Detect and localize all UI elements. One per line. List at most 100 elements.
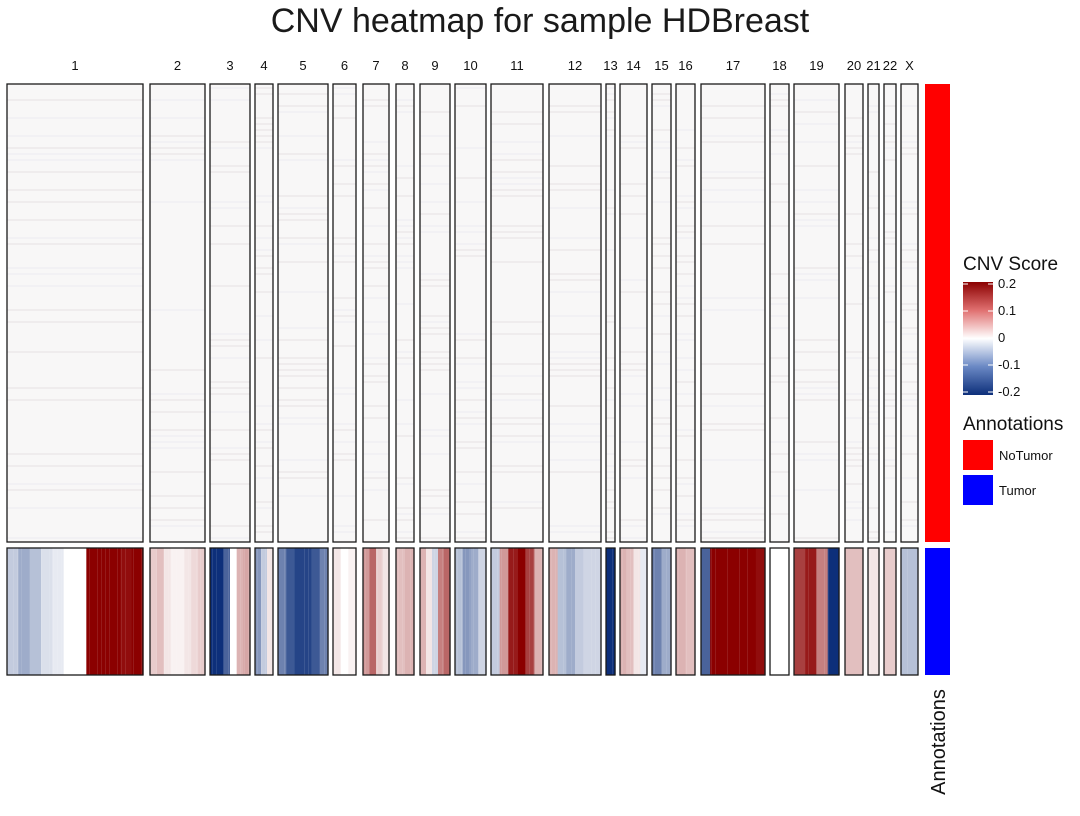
notumor-row-streak: [396, 303, 414, 305]
tumor-texture-line: [164, 548, 165, 675]
tumor-texture-line: [85, 548, 86, 675]
notumor-row-streak: [606, 531, 615, 533]
notumor-row-streak: [676, 477, 695, 479]
notumor-row-streak: [333, 105, 356, 107]
notumor-row-streak: [420, 111, 450, 113]
notumor-row-streak: [606, 315, 615, 317]
notumor-row-streak: [420, 351, 450, 353]
notumor-row-streak: [491, 471, 543, 473]
notumor-row-streak: [491, 123, 543, 125]
chromosome-label-12: 12: [568, 58, 582, 73]
notumor-row-streak: [868, 261, 879, 263]
notumor-row-streak: [676, 393, 695, 395]
notumor-row-streak: [420, 369, 450, 371]
legend-tick-label: 0.2: [998, 276, 1016, 291]
notumor-row-streak: [676, 147, 695, 149]
tumor-panel-chr7: [362, 547, 390, 676]
notumor-row-streak: [901, 453, 918, 455]
notumor-row-streak: [884, 213, 896, 215]
notumor-row-streak: [363, 207, 389, 209]
chromosome-label-21: 21: [866, 58, 880, 73]
notumor-row-streak: [363, 363, 389, 365]
notumor-row-streak: [491, 465, 543, 467]
chromosome-label-17: 17: [726, 58, 740, 73]
tumor-texture-line: [228, 548, 229, 675]
tumor-panel-chr12: [548, 547, 602, 676]
notumor-row-streak: [901, 309, 918, 311]
notumor-row-streak: [770, 273, 789, 275]
notumor-row-streak: [150, 435, 205, 437]
notumor-row-streak: [255, 501, 273, 503]
notumor-row-streak: [278, 363, 328, 365]
notumor-row-streak: [333, 459, 356, 461]
tumor-texture-line: [89, 548, 90, 675]
tumor-cnv-segment: [63, 548, 76, 675]
tumor-cnv-segment: [534, 548, 544, 675]
notumor-row-streak: [794, 441, 839, 443]
heatmap-panels: [6, 83, 919, 676]
chromosome-label-2: 2: [174, 58, 181, 73]
notumor-panel-border: [548, 83, 602, 543]
tumor-cnv-segment: [499, 548, 509, 675]
tumor-texture-line: [595, 548, 596, 675]
notumor-row-streak: [868, 453, 879, 455]
notumor-row-streak: [150, 447, 205, 449]
notumor-row-streak: [363, 417, 389, 419]
notumor-row-streak: [7, 171, 143, 173]
tumor-panel-chr14: [619, 547, 648, 676]
notumor-row-streak: [794, 123, 839, 125]
notumor-row-streak: [770, 99, 789, 101]
notumor-row-streak: [420, 213, 450, 215]
tumor-panel-border: [883, 547, 897, 676]
tumor-panel-chr3: [209, 547, 251, 676]
notumor-row-streak: [7, 507, 143, 509]
notumor-row-streak: [770, 105, 789, 107]
notumor-row-streak: [491, 237, 543, 239]
notumor-cells: [652, 84, 671, 542]
notumor-row-streak: [845, 147, 863, 149]
notumor-row-streak: [901, 351, 918, 353]
notumor-row-streak: [420, 537, 450, 539]
notumor-row-streak: [363, 255, 389, 257]
notumor-row-streak: [396, 513, 414, 515]
notumor-row-streak: [868, 105, 879, 107]
notumor-row-streak: [794, 297, 839, 299]
tumor-cnv-segment: [333, 548, 342, 675]
notumor-row-streak: [606, 471, 615, 473]
notumor-cells: [901, 84, 918, 542]
tumor-panel-border: [419, 547, 451, 676]
notumor-row-streak: [794, 453, 839, 455]
notumor-row-streak: [770, 495, 789, 497]
notumor-row-streak: [278, 417, 328, 419]
notumor-row-streak: [7, 399, 143, 401]
notumor-row-streak: [868, 297, 879, 299]
notumor-row-streak: [491, 153, 543, 155]
notumor-row-streak: [255, 255, 273, 257]
notumor-row-streak: [884, 321, 896, 323]
tumor-cnv-segment: [223, 548, 231, 675]
notumor-panel-chr16: [675, 83, 696, 543]
notumor-row-streak: [396, 507, 414, 509]
notumor-row-streak: [491, 363, 543, 365]
notumor-cells: [884, 84, 896, 542]
notumor-row-streak: [620, 195, 647, 197]
notumor-row-streak: [676, 405, 695, 407]
notumor-row-streak: [652, 399, 671, 401]
notumor-row-streak: [455, 333, 486, 335]
notumor-row-streak: [549, 459, 601, 461]
tumor-cnv-segment: [884, 548, 897, 675]
notumor-row-streak: [652, 243, 671, 245]
notumor-row-streak: [333, 117, 356, 119]
notumor-row-streak: [845, 519, 863, 521]
tumor-texture-line: [335, 548, 336, 675]
notumor-row-streak: [549, 423, 601, 425]
notumor-row-streak: [255, 201, 273, 203]
notumor-row-streak: [210, 381, 250, 383]
tumor-texture-line: [622, 548, 623, 675]
notumor-row-streak: [210, 171, 250, 173]
notumor-panel-chr20: [844, 83, 864, 543]
notumor-row-streak: [868, 237, 879, 239]
tumor-cnv-segment: [198, 548, 206, 675]
notumor-row-streak: [255, 117, 273, 119]
notumor-row-streak: [549, 435, 601, 437]
